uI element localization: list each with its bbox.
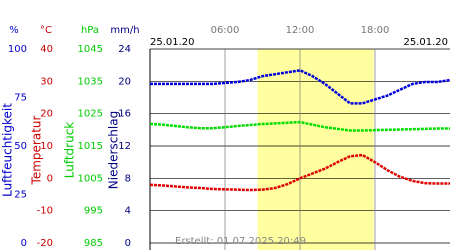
end-date: 25.01.20 xyxy=(403,37,448,48)
y-tick-label: 985 xyxy=(84,238,103,249)
axis-unit: % xyxy=(9,25,19,36)
y-tick-label: 1045 xyxy=(78,44,103,55)
y-tick-label: 20 xyxy=(40,109,53,120)
series-line xyxy=(149,153,450,192)
y-tick-label: 8 xyxy=(125,173,131,184)
y-tick-label: -20 xyxy=(37,238,53,249)
axis-title: Temperatur xyxy=(30,115,44,185)
y-tick-label: 16 xyxy=(118,109,131,120)
y-tick-label: 1035 xyxy=(78,76,103,87)
axis-unit: °C xyxy=(40,25,52,36)
axis-title: Luftfeuchtigkeit xyxy=(1,103,15,197)
start-date: 25.01.20 xyxy=(150,37,195,48)
y-tick-label: 1015 xyxy=(78,141,103,152)
axis-title: Niederschlag xyxy=(107,111,121,189)
y-tick-label: 50 xyxy=(14,141,27,152)
y-tick-label: 995 xyxy=(84,206,103,217)
series-line xyxy=(150,69,450,105)
daylight-band xyxy=(257,49,374,250)
x-tick-label: 12:00 xyxy=(286,25,315,36)
y-tick-label: 0 xyxy=(47,173,53,184)
y-tick-label: 30 xyxy=(40,76,53,87)
axis-unit: mm/h xyxy=(110,25,139,36)
y-tick-label: 100 xyxy=(8,44,27,55)
x-tick-label: 06:00 xyxy=(211,25,240,36)
footer: Erstellt: 01.07.2025 20:49 xyxy=(175,236,306,247)
y-tick-label: 1005 xyxy=(78,173,103,184)
y-tick-label: 75 xyxy=(14,93,27,104)
y-tick-label: 0 xyxy=(125,238,131,249)
x-tick-label: 18:00 xyxy=(361,25,390,36)
y-tick-label: 12 xyxy=(118,141,131,152)
axis-title: Luftdruck xyxy=(63,122,77,179)
y-tick-label: 25 xyxy=(14,190,27,201)
axis-unit: hPa xyxy=(81,25,99,36)
y-tick-label: 40 xyxy=(40,44,53,55)
y-tick-label: -10 xyxy=(37,206,53,217)
series-line xyxy=(149,120,450,132)
y-tick-label: 1025 xyxy=(78,109,103,120)
y-tick-label: 4 xyxy=(125,206,131,217)
y-tick-label: 10 xyxy=(40,141,53,152)
y-tick-label: 0 xyxy=(21,238,27,249)
y-tick-label: 24 xyxy=(118,44,131,55)
y-tick-label: 20 xyxy=(118,76,131,87)
